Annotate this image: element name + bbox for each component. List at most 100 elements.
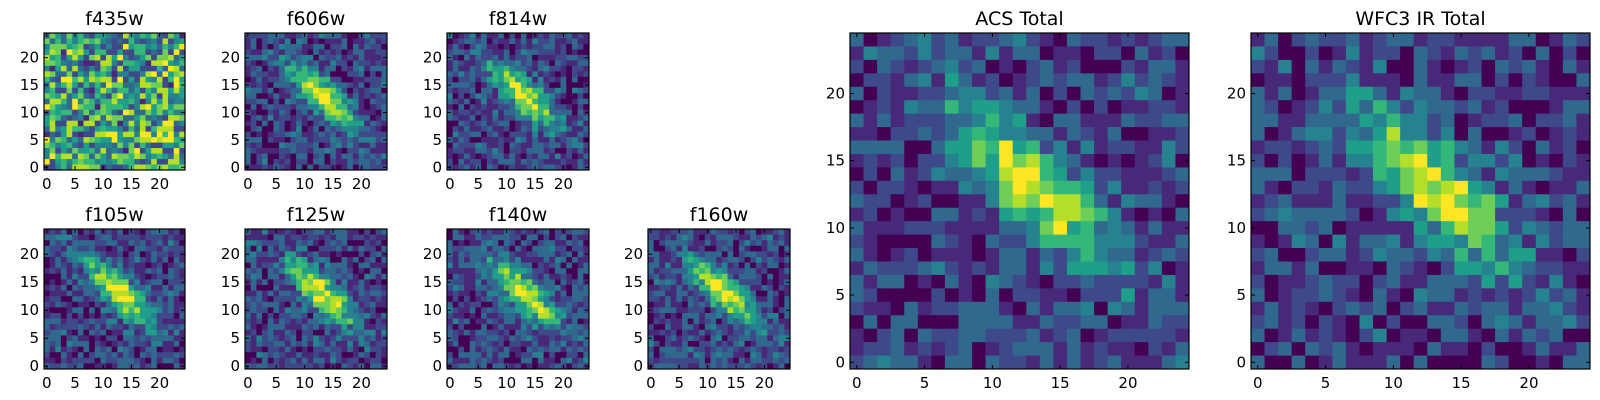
- heatmap-cell: [330, 54, 337, 61]
- heatmap-cell: [733, 273, 740, 280]
- heatmap-cell: [375, 120, 382, 127]
- heatmap-cell: [721, 262, 728, 269]
- heatmap-cell: [526, 313, 533, 319]
- heatmap-cell: [469, 142, 476, 149]
- panel-title: f814w: [489, 8, 548, 30]
- heatmap-cell: [475, 240, 482, 247]
- heatmap-cell: [381, 60, 388, 67]
- heatmap-cell: [279, 279, 286, 286]
- heatmap-cell: [296, 245, 303, 252]
- heatmap-cell: [1148, 127, 1163, 141]
- heatmap-cell: [162, 98, 169, 105]
- heatmap-cell: [279, 148, 286, 154]
- heatmap-cell: [72, 43, 79, 50]
- heatmap-cell: [503, 341, 510, 347]
- heatmap-cell: [904, 127, 919, 141]
- heatmap-cell: [744, 296, 751, 303]
- heatmap-cell: [335, 109, 342, 116]
- heatmap-cell: [577, 137, 584, 143]
- heatmap-cell: [330, 120, 337, 127]
- heatmap-cell: [375, 324, 382, 331]
- heatmap-cell: [49, 93, 56, 100]
- heatmap-cell: [89, 279, 96, 286]
- heatmap-cell: [290, 357, 297, 364]
- y-tick-label: 15: [221, 273, 240, 291]
- heatmap-cell: [100, 335, 107, 342]
- heatmap-cell: [139, 352, 146, 359]
- heatmap-cell: [381, 87, 388, 94]
- heatmap-cell: [1094, 153, 1108, 168]
- heatmap-cell: [670, 296, 677, 303]
- heatmap-cell: [716, 307, 723, 314]
- heatmap-cell: [850, 46, 864, 61]
- heatmap-cell: [1175, 221, 1190, 235]
- heatmap-cell: [250, 153, 257, 160]
- heatmap-cell: [659, 352, 666, 359]
- heatmap-cell: [653, 257, 660, 263]
- heatmap-cell: [279, 159, 286, 165]
- heatmap-cell: [481, 115, 488, 122]
- heatmap-cell: [341, 137, 348, 143]
- heatmap-cell: [100, 251, 107, 258]
- heatmap-cell: [520, 346, 527, 353]
- heatmap-cell: [250, 262, 257, 269]
- heatmap-cell: [492, 279, 499, 286]
- heatmap-cell: [1026, 33, 1041, 47]
- heatmap-cell: [577, 357, 584, 364]
- heatmap-cell: [262, 229, 269, 235]
- heatmap-cell: [44, 262, 50, 269]
- heatmap-cell: [313, 120, 320, 127]
- heatmap-cell: [83, 324, 90, 331]
- heatmap-cell: [537, 313, 544, 319]
- heatmap-cell: [335, 93, 342, 100]
- heatmap-cell: [560, 38, 567, 45]
- heatmap-cell: [134, 159, 141, 165]
- heatmap-cell: [767, 346, 774, 353]
- heatmap-cell: [77, 240, 84, 247]
- heatmap-cell: [526, 324, 533, 331]
- heatmap-cell: [168, 324, 175, 331]
- heatmap-cell: [179, 71, 186, 78]
- heatmap-cell: [122, 115, 129, 122]
- heatmap-cell: [761, 268, 768, 275]
- heatmap-cell: [452, 87, 459, 94]
- heatmap-cell: [554, 76, 561, 83]
- heatmap-cell: [256, 329, 263, 336]
- heatmap-cell: [72, 93, 79, 100]
- heatmap-cell: [509, 346, 516, 353]
- heatmap-cell: [486, 109, 493, 116]
- heatmap-cell: [335, 318, 342, 325]
- heatmap-cell: [122, 268, 129, 275]
- heatmap-cell: [381, 153, 388, 160]
- heatmap-cell: [710, 257, 717, 263]
- heatmap-cell: [168, 76, 175, 83]
- heatmap-cell: [296, 363, 303, 370]
- heatmap-cell: [515, 352, 522, 359]
- y-tick-label: 0: [432, 357, 442, 375]
- heatmap-cell: [1066, 46, 1081, 61]
- heatmap-cell: [458, 251, 465, 258]
- heatmap-cell: [89, 164, 96, 171]
- heatmap-cell: [335, 307, 342, 314]
- heatmap-cell: [250, 159, 257, 165]
- heatmap-cell: [520, 341, 527, 347]
- heatmap-cell: [358, 71, 365, 78]
- heatmap-cell: [94, 142, 101, 149]
- heatmap-cell: [676, 313, 683, 319]
- heatmap-cell: [447, 357, 454, 364]
- heatmap-cell: [134, 335, 141, 342]
- heatmap-cell: [452, 115, 459, 122]
- heatmap-cells: [44, 33, 186, 171]
- heatmap-cell: [301, 98, 308, 105]
- heatmap-cell: [335, 268, 342, 275]
- heatmap-cell: [250, 49, 257, 56]
- heatmap-cell: [850, 73, 864, 88]
- heatmap-cell: [744, 285, 751, 291]
- heatmap-cell: [767, 273, 774, 280]
- heatmap-cell: [55, 346, 62, 353]
- heatmap-cell: [475, 279, 482, 286]
- heatmap-cell: [755, 313, 762, 319]
- heatmap-cell: [307, 43, 314, 50]
- heatmap-cell: [498, 363, 505, 370]
- heatmap-cell: [931, 86, 946, 101]
